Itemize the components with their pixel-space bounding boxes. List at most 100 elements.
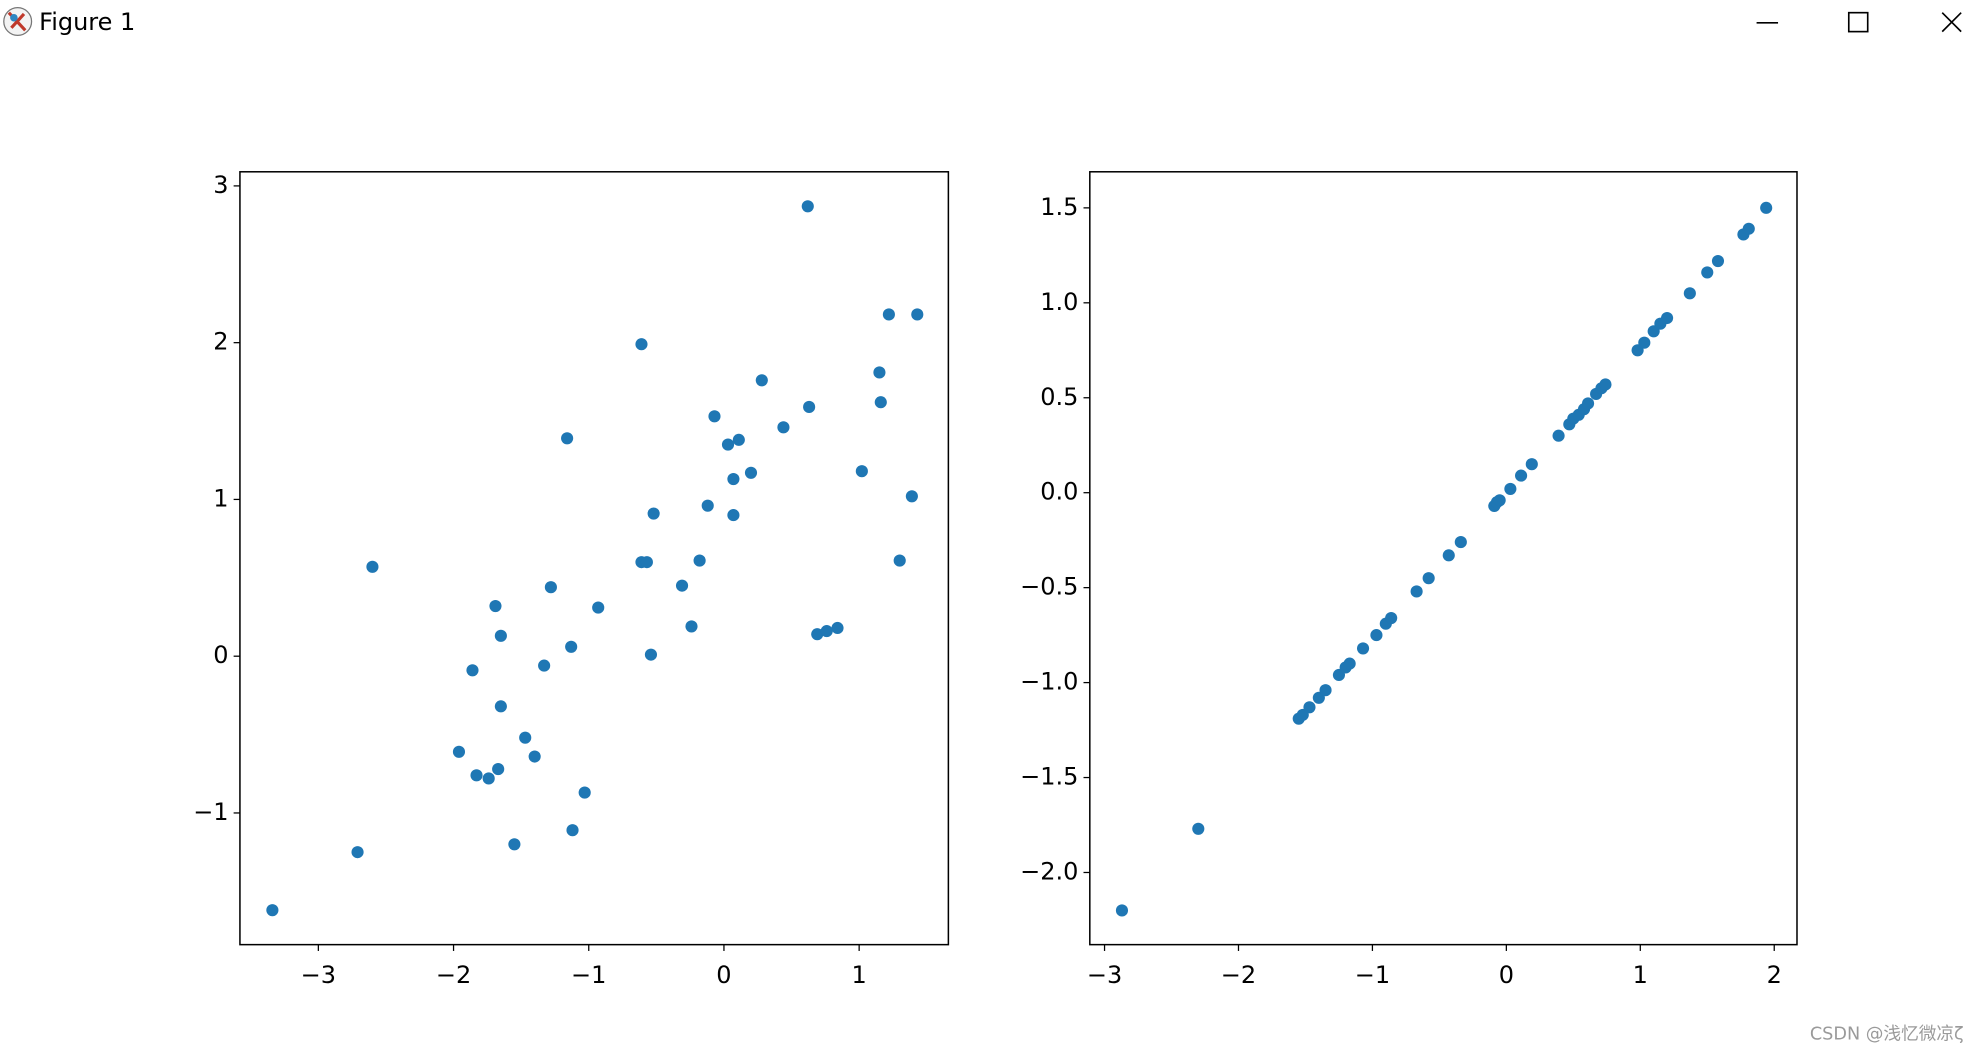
- axes-frame: [239, 171, 950, 946]
- x-tick-label: −2: [436, 961, 471, 989]
- close-button[interactable]: [1941, 12, 1962, 33]
- x-tick-label: −3: [301, 961, 336, 989]
- point: [1319, 684, 1332, 697]
- y-tick-label: −1.0: [1020, 668, 1078, 696]
- point: [1742, 222, 1755, 235]
- app-icon: [3, 6, 33, 37]
- point: [528, 750, 541, 763]
- point: [721, 438, 735, 451]
- point: [351, 846, 364, 859]
- point: [727, 509, 740, 522]
- point: [701, 499, 714, 512]
- point: [508, 838, 521, 851]
- point: [544, 581, 557, 594]
- point: [561, 432, 574, 445]
- window-title: Figure 1: [39, 8, 135, 36]
- y-tick-label: −2.0: [1020, 857, 1078, 885]
- point: [1515, 469, 1528, 482]
- y-tick-label: 0: [213, 641, 228, 669]
- point: [1422, 572, 1435, 585]
- point: [744, 466, 758, 479]
- point: [1661, 311, 1674, 325]
- point: [1343, 657, 1356, 670]
- point: [693, 554, 706, 567]
- watermark: CSDN @浅忆微凉ζ: [1810, 1023, 1964, 1044]
- point: [1115, 904, 1129, 917]
- x-tick-label: 1: [852, 961, 867, 989]
- point: [578, 786, 591, 799]
- y-tick-label: 0.0: [1040, 478, 1078, 506]
- point: [801, 200, 814, 213]
- point: [1599, 378, 1612, 391]
- point: [777, 421, 790, 434]
- y-tick-label: 3: [213, 171, 228, 199]
- point: [882, 308, 895, 321]
- maximize-button[interactable]: [1847, 11, 1869, 33]
- point: [1683, 287, 1696, 300]
- y-tick-label: 1.0: [1040, 288, 1078, 316]
- point: [1504, 482, 1517, 495]
- point: [565, 640, 578, 653]
- point: [755, 374, 768, 387]
- point: [644, 648, 658, 661]
- point: [1525, 458, 1538, 471]
- point: [1493, 494, 1506, 507]
- point: [1410, 585, 1423, 598]
- point: [708, 410, 721, 423]
- point: [820, 625, 833, 638]
- point: [566, 824, 579, 837]
- point: [592, 601, 605, 614]
- point: [873, 366, 886, 379]
- point: [803, 400, 816, 414]
- point: [492, 763, 505, 776]
- point: [685, 620, 698, 633]
- point: [1303, 701, 1316, 714]
- point: [266, 904, 279, 917]
- y-tick-label: 2: [213, 328, 228, 356]
- x-tick-label: −1: [1355, 961, 1390, 989]
- point: [911, 308, 924, 321]
- plot: −3 −2 −1 0 1 −1 0 1 2 3: [193, 171, 950, 989]
- point: [470, 769, 483, 782]
- point: [635, 338, 648, 351]
- point: [1370, 629, 1383, 642]
- y-tick-label: 1.5: [1040, 193, 1078, 221]
- point: [1581, 397, 1595, 410]
- point: [1552, 429, 1565, 442]
- point: [1454, 536, 1467, 549]
- point: [1356, 642, 1370, 655]
- point: [466, 664, 479, 677]
- point: [452, 745, 466, 758]
- point: [1192, 822, 1205, 835]
- point: [905, 490, 918, 503]
- point: [811, 628, 824, 641]
- point: [366, 560, 379, 573]
- point: [727, 472, 740, 486]
- point: [494, 700, 507, 713]
- point: [538, 659, 551, 672]
- y-tick-label: 1: [213, 484, 228, 512]
- y-tick-label: 0.5: [1040, 383, 1078, 411]
- point: [831, 621, 844, 635]
- point: [1760, 201, 1773, 214]
- y-tick-label: −1.5: [1020, 763, 1078, 791]
- point: [489, 599, 502, 613]
- x-tick-label: −1: [571, 961, 606, 989]
- x-tick-label: −3: [1087, 961, 1122, 989]
- axes-frame: [1089, 171, 1798, 946]
- x-tick-label: −2: [1221, 961, 1256, 989]
- plot: −3 −2 −1 0 1 2 −2.0 −1.5 −1.0 −0.5 0.0 0.5 1.0 1.5: [1020, 171, 1798, 989]
- point: [874, 396, 887, 409]
- point: [647, 507, 660, 520]
- point: [675, 579, 689, 592]
- y-tick-label: −0.5: [1020, 573, 1078, 601]
- point: [1638, 336, 1651, 349]
- point: [893, 554, 906, 567]
- point: [640, 556, 653, 569]
- point: [1442, 549, 1455, 562]
- point: [732, 433, 745, 446]
- x-tick-label: 0: [716, 961, 731, 989]
